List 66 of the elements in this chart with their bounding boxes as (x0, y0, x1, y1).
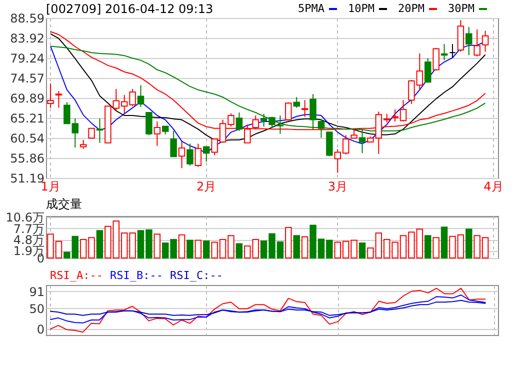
candlestick (186, 143, 194, 166)
y-tick-label: 83.92 (10, 31, 44, 46)
candlestick (424, 58, 432, 83)
candlestick (482, 30, 489, 52)
chart-title: 成交量 (46, 197, 82, 211)
candlestick (146, 112, 152, 136)
x-tick-label: 4月 (484, 180, 504, 194)
y-tick-label: 60.54 (10, 132, 44, 146)
candlestick (293, 96, 300, 108)
legend-label: 20PM (398, 2, 425, 15)
line-series (50, 300, 486, 316)
candlestick (474, 29, 480, 57)
legend-label: 5PMA (298, 2, 325, 15)
candlestick (457, 20, 464, 52)
bar (293, 235, 300, 258)
y-tick-label: 74.57 (10, 71, 44, 86)
bar (194, 240, 202, 258)
bar (154, 234, 161, 258)
candlestick (178, 141, 186, 169)
bar (358, 242, 366, 258)
candlestick (96, 118, 104, 144)
y-tick-label: 69.89 (10, 92, 44, 106)
candlestick (301, 100, 308, 118)
chart-title: [002709] 2016-04-12 09:13 (46, 2, 214, 16)
y-tick-label: 50 (29, 302, 44, 316)
x-tick-label: 3月 (328, 180, 348, 194)
bar (466, 228, 472, 258)
bar (96, 230, 104, 258)
candlestick (466, 26, 472, 56)
y-tick-label: 91 (29, 284, 44, 299)
bar (440, 226, 448, 258)
bar (203, 240, 210, 258)
candlestick (55, 90, 62, 108)
bar (432, 237, 440, 258)
text: RSI_B:-- (110, 269, 163, 282)
candlestick (326, 132, 333, 157)
candlestick (236, 112, 243, 132)
candlestick (194, 143, 202, 168)
legend-label: 10PM (348, 2, 375, 15)
bar (301, 236, 308, 258)
bar (178, 234, 186, 258)
y-tick-label: 65.21 (10, 112, 44, 126)
legend-label: 30PM (448, 2, 475, 15)
candlestick (440, 44, 448, 61)
bar (285, 227, 292, 258)
candlestick (137, 84, 144, 108)
bar (236, 243, 243, 258)
x-tick-label: 2月 (196, 180, 216, 194)
candlestick (432, 47, 440, 72)
text: RSI_A:-- (50, 269, 103, 282)
y-tick-label: 88.59 (10, 12, 44, 26)
candlestick (47, 82, 54, 108)
candlestick (154, 120, 161, 146)
bar (424, 235, 432, 258)
y-tick-label: 51.19 (10, 172, 44, 186)
candlestick (285, 102, 292, 122)
bar (186, 240, 194, 258)
y-tick-label: 0 (36, 322, 44, 337)
candlestick (170, 130, 177, 158)
candlestick (203, 146, 210, 162)
y-tick-label: 4.8万 (13, 233, 44, 248)
candlestick (449, 44, 456, 58)
text: RSI_C:-- (170, 269, 223, 282)
y-tick-label: 79.24 (10, 52, 44, 66)
y-tick-label: 55.86 (10, 152, 44, 166)
line-series (50, 288, 486, 333)
